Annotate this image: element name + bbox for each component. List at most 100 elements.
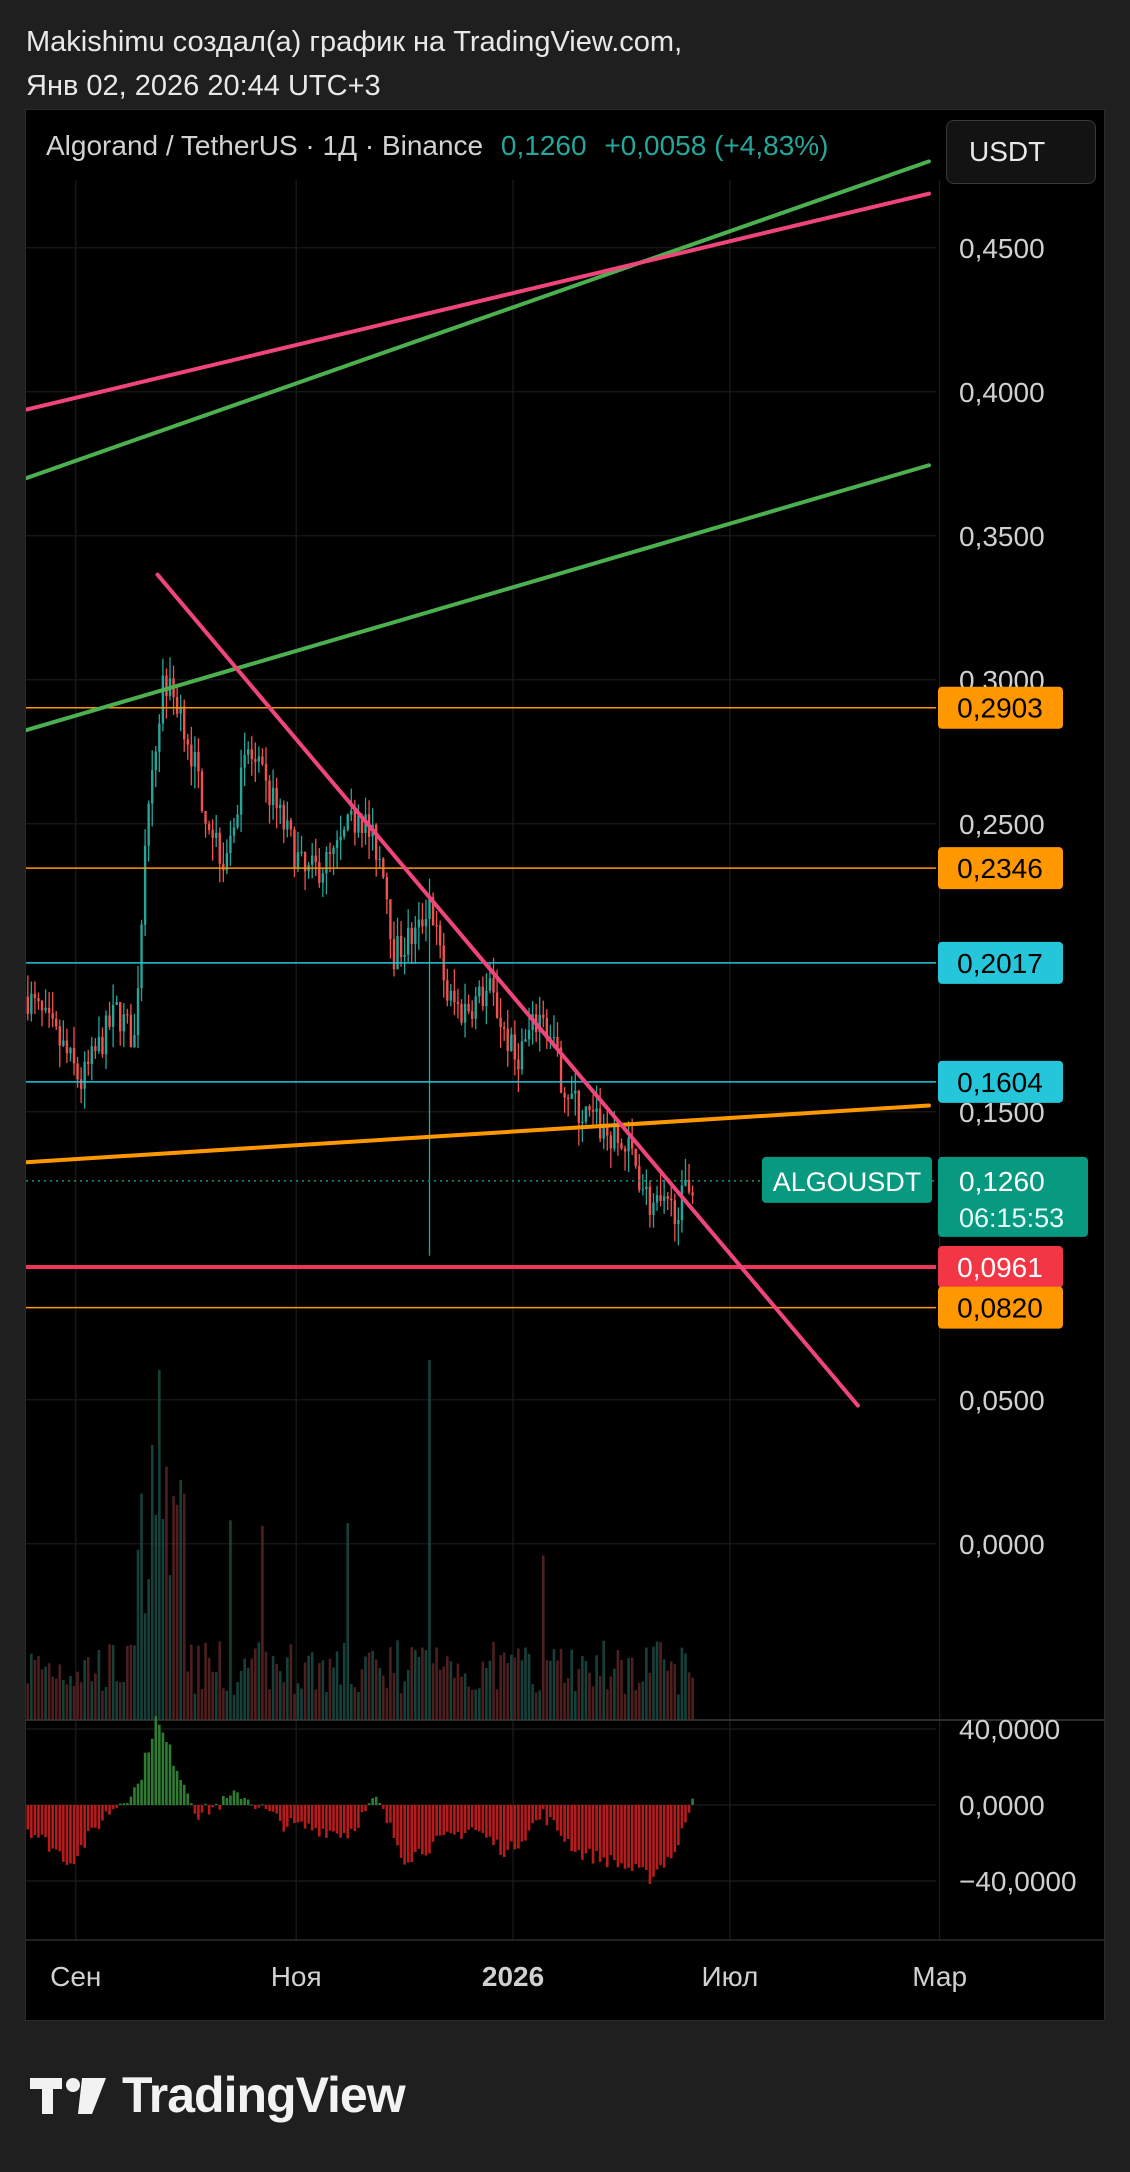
osc-bar (524, 1805, 527, 1841)
volume-bar (321, 1660, 325, 1720)
volume-bar (659, 1642, 662, 1720)
price-badge-label: 0,2346 (957, 853, 1043, 884)
osc-bar (211, 1805, 214, 1808)
time-tick-label: Мар (912, 1961, 967, 1992)
candle-body (261, 756, 264, 765)
candle-body (111, 1004, 115, 1027)
volume-bar (307, 1655, 310, 1720)
candle-body (602, 1123, 605, 1139)
volume-bar (449, 1661, 453, 1720)
osc-bar (161, 1732, 165, 1805)
volume-bar (214, 1672, 218, 1720)
volume-bar (239, 1670, 243, 1720)
volume-bar (662, 1659, 666, 1720)
candle-body (342, 829, 346, 837)
candle-body (321, 873, 325, 883)
volume-bar (552, 1649, 556, 1720)
volume-bar (481, 1661, 485, 1720)
osc-bar (236, 1792, 239, 1805)
volume-bar (26, 1683, 30, 1720)
osc-bar (616, 1805, 620, 1868)
candle-body (463, 1003, 467, 1023)
candle-body (353, 810, 357, 833)
osc-bar (186, 1793, 190, 1805)
osc-bar (662, 1805, 666, 1868)
osc-bar (136, 1783, 140, 1805)
candle-body (630, 1137, 634, 1149)
candle-body (122, 1014, 125, 1032)
chart-canvas[interactable]: 0,45000,40000,35000,30000,25000,15000,05… (26, 110, 1105, 2021)
osc-bar (598, 1805, 602, 1863)
price-badge (938, 686, 1063, 729)
osc-bar (30, 1805, 33, 1839)
osc-bar (421, 1805, 424, 1855)
candle-body (282, 804, 285, 830)
osc-bar (154, 1716, 158, 1805)
osc-bar (591, 1805, 595, 1864)
volume-bar (389, 1647, 392, 1720)
osc-bar (481, 1805, 485, 1834)
osc-bar (62, 1805, 65, 1862)
osc-bar (637, 1805, 641, 1868)
osc-bar (239, 1798, 243, 1805)
candle-body (197, 752, 200, 772)
osc-bar (570, 1805, 574, 1852)
osc-bar (584, 1805, 588, 1854)
candle-body (389, 899, 392, 940)
osc-bar (541, 1805, 545, 1810)
volume-bar (677, 1694, 680, 1720)
volume-bar (627, 1658, 630, 1720)
volume-bar (392, 1672, 396, 1720)
volume-bar (243, 1658, 246, 1720)
volume-bar (232, 1694, 236, 1720)
osc-bar (641, 1805, 645, 1868)
osc-bar (531, 1805, 534, 1824)
candle-body (136, 988, 140, 1036)
osc-bar (517, 1805, 520, 1849)
osc-bar (613, 1805, 616, 1861)
osc-bar (453, 1805, 456, 1835)
volume-bar (211, 1671, 214, 1720)
price-badge (938, 1286, 1063, 1329)
volume-bar (310, 1652, 314, 1720)
candle-body (574, 1090, 577, 1094)
candle-body (374, 824, 378, 860)
volume-bar (456, 1663, 460, 1720)
volume-bar (339, 1684, 342, 1720)
volume-bar (168, 1575, 172, 1720)
osc-bar (581, 1805, 584, 1860)
candle-body (591, 1110, 595, 1112)
osc-bar (182, 1784, 186, 1805)
volume-bar (335, 1651, 339, 1720)
volume-bar (495, 1689, 499, 1720)
osc-bar (648, 1805, 652, 1885)
osc-bar (509, 1805, 513, 1842)
osc-bar (335, 1805, 339, 1834)
candle-body (456, 1002, 460, 1004)
osc-bar (566, 1805, 570, 1840)
candle-body (239, 767, 243, 815)
candle-body (399, 936, 403, 957)
osc-bar (243, 1797, 246, 1805)
chart-frame[interactable]: 0,4500 0,4000 0,3500 0,3000 0,2500 0,1500 0,05… (25, 109, 1105, 2021)
volume-bar (58, 1664, 62, 1720)
volume-bar (289, 1644, 293, 1720)
author-line: Makishimu создал(а) график на TradingVie… (26, 26, 683, 58)
volume-bar (165, 1466, 168, 1720)
currency-button[interactable]: USDT (946, 120, 1096, 184)
candle-body (506, 1028, 509, 1052)
volume-bar (559, 1648, 563, 1720)
osc-bar (378, 1802, 382, 1805)
osc-bar (143, 1752, 147, 1805)
osc-bar (527, 1805, 531, 1831)
volume-bar (463, 1673, 467, 1720)
candle-body (133, 1035, 136, 1048)
candle-body (40, 1001, 44, 1011)
candle-body (513, 1034, 517, 1060)
candle-body (101, 1036, 104, 1055)
volume-bar (517, 1648, 520, 1720)
candle-body (502, 1027, 506, 1029)
volume-bar (573, 1691, 577, 1720)
volume-bar (396, 1640, 399, 1720)
osc-bar (492, 1805, 495, 1846)
